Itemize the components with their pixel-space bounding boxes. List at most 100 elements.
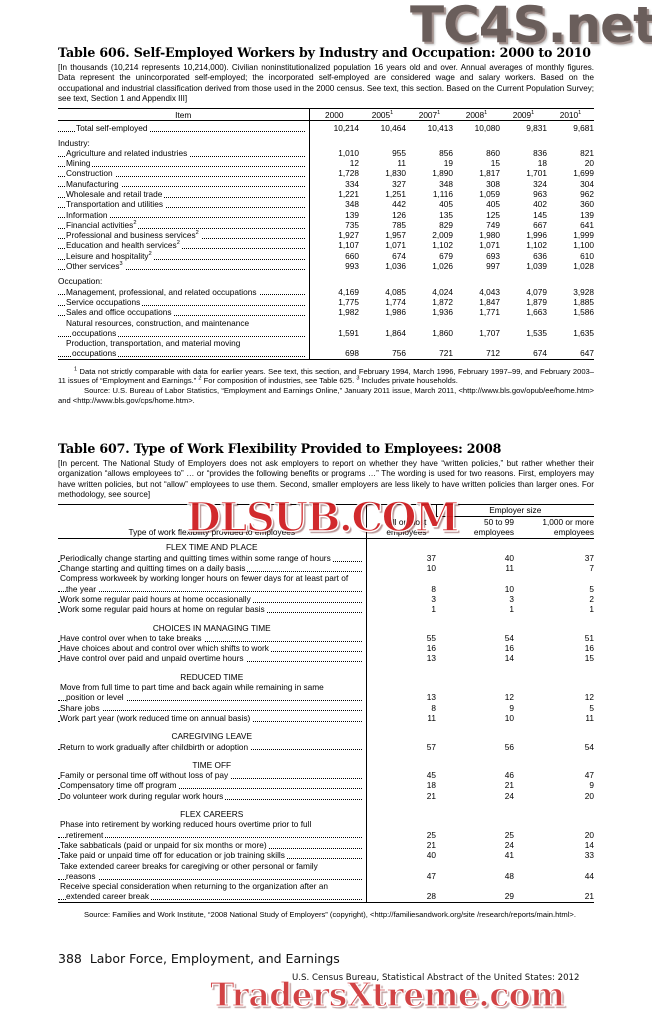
table-607-title: Table 607. Type of Work Flexibility Prov… (58, 441, 502, 456)
table-row: Construction 1,728 1,830 1,890 1,817 1,701 1,6… (58, 168, 594, 179)
group-heading-occupation: Occupation: (58, 276, 594, 287)
table-row: Work some regular paid hours at home occ… (58, 593, 595, 605)
data-cell: 1,936 (432, 307, 453, 318)
row-label: Information (58, 209, 309, 220)
data-cell: 1,028 (573, 261, 594, 272)
data-cell: 25 (504, 829, 514, 840)
data-cell: 21 (365, 839, 436, 851)
data-cell: 821 (580, 147, 594, 158)
table-row-continued: Take extended career breaks for caregivi… (58, 860, 594, 871)
data-cell: 860 (486, 147, 500, 158)
table-row: the year 8 10 5 (58, 583, 594, 594)
data-cell: 24 (504, 790, 514, 801)
row-label: Professional and business services2 (58, 230, 309, 241)
data-cell: 636 (533, 250, 547, 261)
table-row: Take paid or unpaid time off for educati… (58, 850, 594, 861)
table-row: position or level 13 12 12 (58, 692, 594, 703)
data-cell: 1,071 (479, 240, 500, 251)
row-label: Production, transportation, and material… (66, 338, 243, 349)
data-cell: 4,085 (385, 286, 406, 297)
data-cell: 48 (504, 870, 514, 881)
data-cell: 14 (504, 653, 514, 664)
data-cell: 1,699 (573, 168, 594, 179)
data-cell: 8 (365, 702, 436, 713)
data-cell: 348 (308, 199, 359, 210)
row-label: Transportation and utilities (58, 199, 309, 210)
data-cell: 16 (504, 643, 514, 654)
row-label: Natural resources, construction, and mai… (66, 317, 252, 328)
table-row: Have control over paid and unpaid overti… (58, 653, 594, 664)
row-label: Compensatory time off program (58, 780, 366, 791)
table-606: Item 2000 20051 20071 20081 20091 20101 … (58, 108, 594, 362)
section-heading: TIME OFF (192, 759, 232, 770)
data-cell: 9,681 (573, 123, 594, 134)
row-label: Other services3 (58, 261, 309, 272)
data-cell: 1 (509, 604, 514, 615)
data-cell: 126 (392, 209, 406, 220)
table-row-continued: Compress workweek by working longer hour… (58, 573, 594, 584)
section-heading-row: FLEX CAREERS (58, 801, 594, 820)
data-cell: 3,928 (573, 286, 594, 297)
col-header-2008: 20081 (465, 110, 488, 120)
data-cell: 1,102 (526, 240, 547, 251)
table-row: Take sabbaticals (paid or unpaid for six… (58, 839, 594, 851)
data-cell: 641 (580, 219, 594, 230)
section-heading-row: REDUCED TIME (58, 663, 594, 683)
table-row-continued: Natural resources, construction, and mai… (58, 317, 594, 328)
data-cell: 1,010 (308, 147, 359, 159)
data-cell: 47 (365, 870, 436, 882)
data-cell: 125 (486, 209, 500, 220)
data-cell: 10,080 (474, 123, 500, 134)
col-header-50-to-99: 50 to 99 employees (473, 517, 514, 537)
data-cell: 2 (589, 593, 595, 604)
data-cell: 24 (504, 839, 514, 850)
data-cell: 11 (365, 712, 436, 724)
row-label: Do volunteer work during regular work ho… (58, 790, 366, 801)
row-label: Management, professional, and related oc… (58, 286, 309, 297)
data-cell: 674 (533, 348, 547, 359)
stub-header-cell: Type of work flexibility provided to emp… (128, 527, 295, 538)
row-label: extended career break (58, 891, 366, 902)
col-header-2005: 20051 (371, 110, 394, 120)
data-cell: 1,771 (479, 307, 500, 318)
data-cell: 308 (486, 178, 500, 189)
data-cell: 1,535 (526, 327, 547, 338)
data-cell: 45 (365, 770, 436, 781)
col-header-2007: 20071 (418, 110, 441, 120)
data-cell: 324 (533, 178, 547, 189)
data-cell: 1,071 (385, 240, 406, 251)
row-label: Work some regular paid hours at home occ… (58, 593, 366, 604)
group-label: Occupation: (58, 276, 103, 287)
table-607-spanner-row: Type of work flexibility provided to emp… (58, 504, 595, 539)
data-cell: 4,024 (432, 286, 453, 297)
data-cell: 2,009 (432, 230, 453, 241)
table-row: retirement 25 25 20 (58, 829, 595, 840)
data-cell: 1,036 (385, 261, 406, 272)
data-cell: 1,107 (308, 240, 359, 251)
table-row: Service occupations 1,775 1,774 1,872 1,847 1… (58, 296, 594, 308)
section-heading: REDUCED TIME (180, 671, 244, 682)
table-row: Work part year (work reduced time on ann… (58, 712, 594, 724)
data-cell: 1,957 (385, 230, 406, 241)
row-label: Periodically change starting and quittin… (58, 552, 366, 563)
data-cell: 327 (392, 178, 406, 189)
data-cell: 20 (584, 790, 595, 801)
row-label: Take extended career breaks for caregivi… (60, 860, 320, 871)
table-row: extended career break 28 29 21 (58, 891, 594, 903)
data-cell: 20 (584, 829, 595, 840)
data-cell: 9 (589, 780, 595, 791)
row-label: Total self-employed (58, 121, 309, 134)
spacer-row (58, 271, 594, 277)
section-heading: CHOICES IN MANAGING TIME (152, 622, 271, 633)
data-cell: 10 (504, 712, 514, 723)
row-label: Agriculture and related industries (58, 147, 309, 158)
data-cell: 18 (365, 780, 436, 791)
table-607-source: Source: Families and Work Institute, “20… (84, 909, 576, 919)
row-label: Take paid or unpaid time off for educati… (58, 850, 366, 861)
data-cell: 10 (504, 583, 514, 594)
table-row: Have choices about and control over whic… (58, 643, 594, 654)
section-heading: FLEX TIME AND PLACE (58, 538, 366, 553)
spacer-row (58, 133, 594, 138)
row-label: Take sabbaticals (paid or unpaid for six… (58, 839, 366, 850)
table-row: Leisure and hospitality2 660 674 679 693 636 6… (58, 250, 594, 262)
